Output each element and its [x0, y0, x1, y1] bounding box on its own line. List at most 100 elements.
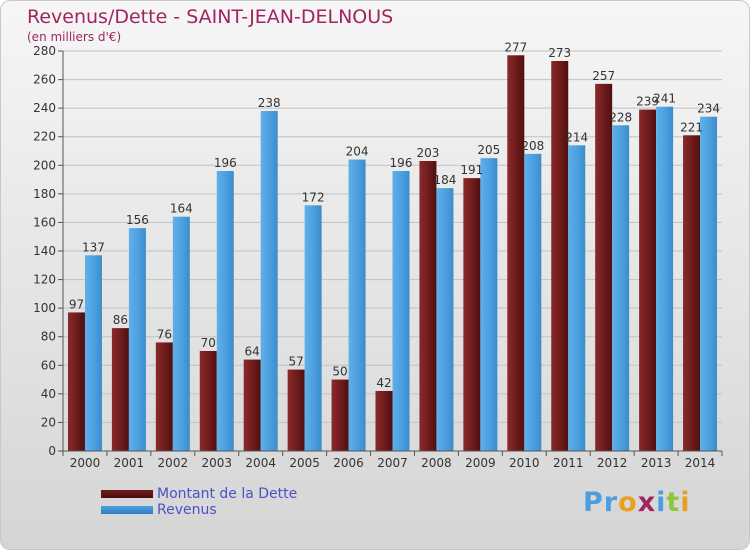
y-tick-label: 260: [33, 73, 56, 87]
bar-revenus-2003: [216, 171, 234, 451]
data-label-revenus-2007: 196: [390, 156, 413, 170]
y-tick-label: 60: [41, 358, 56, 372]
x-tick-label: 2002: [158, 456, 189, 470]
data-label-revenus-2004: 238: [258, 96, 281, 110]
bar-dette-2012: [595, 83, 613, 451]
data-label-dette-2012: 257: [592, 69, 615, 83]
bar-dette-2004: [243, 359, 261, 451]
y-tick-label: 40: [41, 387, 56, 401]
y-tick-label: 140: [33, 244, 56, 258]
data-label-revenus-2006: 204: [346, 145, 369, 159]
x-tick-label: 2009: [465, 456, 496, 470]
bar-dette-2001: [111, 328, 129, 451]
x-tick-label: 2005: [289, 456, 320, 470]
logo-letter: i: [656, 487, 667, 518]
data-label-revenus-2003: 196: [214, 156, 237, 170]
y-tick-label: 200: [33, 158, 56, 172]
bar-revenus-2001: [128, 228, 146, 451]
bar-revenus-2006: [348, 159, 366, 452]
bar-dette-2008: [419, 161, 437, 451]
logo-letter: t: [666, 487, 681, 518]
data-label-dette-2001: 86: [113, 313, 128, 327]
y-tick-label: 180: [33, 187, 56, 201]
bar-revenus-2012: [612, 125, 630, 452]
legend-label-revenus: Revenus: [157, 502, 217, 518]
x-tick-label: 2014: [685, 456, 716, 470]
bar-dette-2005: [287, 369, 305, 451]
bar-dette-2006: [331, 379, 349, 451]
x-tick-label: 2001: [114, 456, 145, 470]
logo-letter: P: [583, 487, 604, 518]
logo-letter: r: [603, 487, 619, 518]
proxiti-logo: Proxiti: [583, 487, 691, 518]
logo-letter: i: [680, 487, 691, 518]
x-tick-label: 2007: [377, 456, 408, 470]
bar-revenus-2009: [480, 158, 498, 451]
bar-revenus-2014: [700, 116, 718, 451]
data-label-revenus-2013: 241: [653, 92, 676, 106]
chart-unit-subtitle: (en milliers d'€): [27, 30, 122, 44]
x-tick-label: 2010: [509, 456, 540, 470]
legend-label-dette: Montant de la Dette: [157, 486, 298, 502]
bar-dette-2009: [463, 178, 481, 451]
data-label-dette-2007: 42: [376, 376, 391, 390]
x-tick-label: 2000: [70, 456, 101, 470]
data-label-dette-2009: 191: [460, 163, 483, 177]
bar-revenus-2008: [436, 188, 454, 451]
data-label-revenus-2008: 184: [433, 173, 456, 187]
x-tick-label: 2006: [333, 456, 364, 470]
data-label-revenus-2002: 164: [170, 202, 193, 216]
data-label-dette-2005: 57: [288, 355, 303, 369]
bar-dette-2010: [507, 55, 525, 452]
data-label-revenus-2010: 208: [521, 139, 544, 153]
legend-swatch-dette: [101, 490, 153, 498]
data-label-revenus-2005: 172: [302, 190, 325, 204]
x-tick-label: 2004: [245, 456, 276, 470]
data-label-dette-2003: 70: [201, 336, 216, 350]
data-label-dette-2006: 50: [332, 365, 347, 379]
bar-dette-2002: [155, 342, 173, 451]
chart-title: Revenus/Dette - SAINT-JEAN-DELNOUS: [27, 6, 394, 28]
x-tick-label: 2011: [553, 456, 584, 470]
y-tick-label: 220: [33, 130, 56, 144]
bar-dette-2011: [551, 61, 569, 451]
data-label-revenus-2001: 156: [126, 213, 149, 227]
x-tick-label: 2003: [201, 456, 232, 470]
y-tick-label: 100: [33, 301, 56, 315]
data-label-dette-2013: 239: [636, 95, 659, 109]
bar-revenus-2011: [568, 145, 586, 452]
data-label-dette-2014: 221: [680, 120, 703, 134]
bar-dette-2007: [375, 391, 393, 451]
bar-dette-2013: [639, 109, 657, 452]
x-tick-label: 2013: [641, 456, 672, 470]
data-label-dette-2010: 277: [504, 40, 527, 54]
y-tick-label: 240: [33, 101, 56, 115]
data-label-revenus-2012: 228: [609, 110, 632, 124]
y-tick-label: 80: [41, 330, 56, 344]
data-label-dette-2002: 76: [157, 327, 172, 341]
bars-layer: [67, 55, 718, 452]
legend-swatch-revenus: [101, 506, 153, 514]
bar-dette-2014: [683, 135, 701, 452]
y-tick-label: 160: [33, 215, 56, 229]
bar-revenus-2000: [84, 255, 102, 451]
data-labels-layer: 97 137 86 156 76 164 70 196 64 238 57 172 50 204 42 196…: [69, 40, 720, 390]
data-label-dette-2000: 97: [69, 297, 84, 311]
y-tick-label: 120: [33, 273, 56, 287]
data-label-dette-2011: 273: [548, 46, 571, 60]
bar-revenus-2002: [172, 216, 190, 451]
bar-dette-2000: [67, 312, 85, 451]
data-label-revenus-2009: 205: [477, 143, 500, 157]
bar-revenus-2013: [656, 106, 674, 451]
data-label-revenus-2000: 137: [82, 240, 105, 254]
bar-revenus-2007: [392, 171, 410, 451]
data-label-dette-2008: 203: [416, 146, 439, 160]
bar-dette-2003: [199, 351, 217, 451]
bar-revenus-2004: [260, 111, 278, 451]
x-tick-label: 2012: [597, 456, 628, 470]
data-label-dette-2004: 64: [245, 345, 260, 359]
bar-revenus-2005: [304, 205, 322, 451]
logo-letter: o: [618, 487, 638, 518]
y-tick-label: 20: [41, 415, 56, 429]
